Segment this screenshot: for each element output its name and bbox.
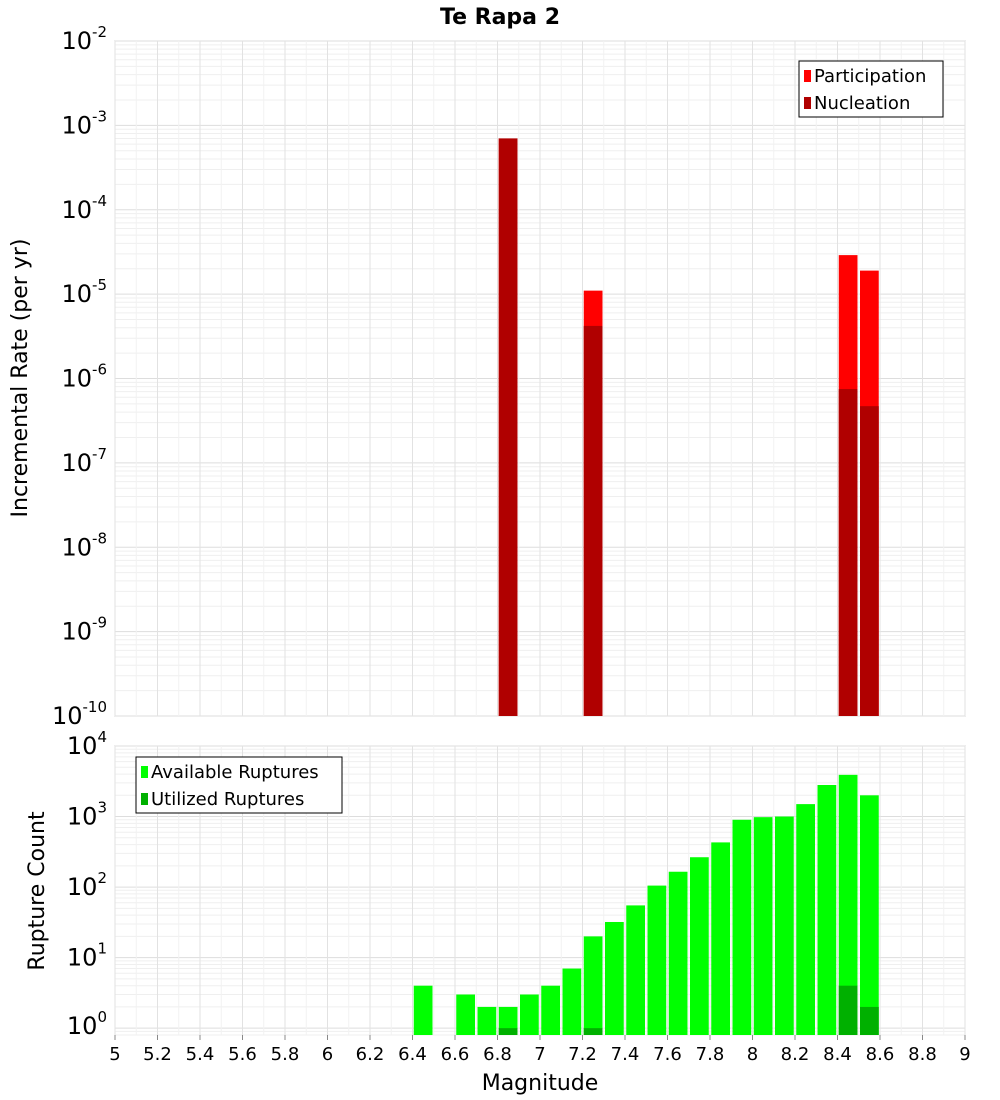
bottom-y-axis-label: Rupture Count: [25, 811, 50, 971]
x-tick-label: 5: [109, 1044, 120, 1065]
top-bars: [498, 138, 879, 717]
y-tick-label: 10-4: [61, 192, 107, 224]
x-tick-label: 8.2: [781, 1044, 810, 1065]
legend-swatch: [141, 766, 148, 778]
x-tick-label: 8: [747, 1044, 758, 1065]
bottom-y-ticks: 104 103 102 101 100: [67, 728, 107, 1040]
legend-box: [135, 756, 343, 814]
nucleation-bar: [498, 138, 518, 717]
chart-title: Te Rapa 2: [440, 5, 560, 30]
bottom-legend: Available Ruptures Utilized Ruptures: [135, 756, 343, 814]
top-legend: Participation Nucleation: [798, 60, 944, 118]
y-tick-label: 103: [67, 799, 107, 831]
x-tick-label: 7.6: [653, 1044, 682, 1065]
x-tick-label: 8.8: [908, 1044, 937, 1065]
x-tick-label: 6.2: [356, 1044, 385, 1065]
x-tick-label: 5.6: [228, 1044, 257, 1065]
utilized-ruptures-bar: [583, 1028, 603, 1035]
available-ruptures-bar: [732, 819, 752, 1035]
available-ruptures-bar: [690, 857, 709, 1035]
utilized-ruptures-bar: [860, 1006, 879, 1035]
bottom-x-ticks: 5 5.2 5.4 5.6 5.8 6 6.2 6.4 6.6 6.8 7 7.2 7.4 7.6 7.8 8…: [109, 1035, 971, 1065]
y-tick-label: 10-5: [61, 276, 107, 308]
y-tick-label: 10-6: [61, 361, 107, 393]
y-tick-label: 10-8: [61, 529, 107, 561]
x-tick-label: 7.4: [611, 1044, 640, 1065]
bottom-panel: 104 103 102 101 100 Rupture Count Available …: [25, 728, 971, 1096]
x-tick-label: 5.2: [143, 1044, 172, 1065]
legend-item: Nucleation: [814, 93, 910, 114]
legend-item: Utilized Ruptures: [151, 789, 304, 810]
available-ruptures-bar: [796, 804, 815, 1035]
available-ruptures-bar: [647, 885, 667, 1035]
legend-item: Available Ruptures: [151, 762, 319, 783]
y-tick-label: 101: [67, 940, 107, 972]
nucleation-bar: [838, 389, 858, 716]
top-y-axis-label: Incremental Rate (per yr): [8, 239, 33, 518]
x-tick-label: 7: [534, 1044, 545, 1065]
x-tick-label: 9: [959, 1044, 970, 1065]
legend-item: Participation: [814, 66, 926, 87]
x-tick-label: 7.2: [568, 1044, 597, 1065]
y-tick-label: 10-3: [61, 107, 107, 139]
available-ruptures-bar: [605, 921, 624, 1035]
x-tick-label: 6.8: [483, 1044, 512, 1065]
top-y-ticks: 10-2 10-3 10-4 10-5 10-6 10-7 10-8 10-9 10-10: [52, 23, 107, 730]
x-axis-label: Magnitude: [482, 1071, 599, 1096]
available-ruptures-bar: [668, 871, 688, 1035]
bottom-bars: [413, 774, 879, 1035]
x-tick-label: 7.8: [696, 1044, 725, 1065]
available-ruptures-bar: [838, 774, 858, 1035]
available-ruptures-bar: [817, 784, 837, 1035]
available-ruptures-bar: [498, 1006, 518, 1035]
available-ruptures-bar: [413, 985, 433, 1035]
available-ruptures-bar: [753, 817, 773, 1035]
available-ruptures-bar: [477, 1006, 497, 1035]
y-tick-label: 10-9: [61, 614, 107, 646]
y-tick-label: 102: [67, 869, 107, 901]
available-ruptures-bar: [626, 905, 645, 1035]
x-tick-label: 6: [322, 1044, 333, 1065]
x-tick-label: 8.6: [866, 1044, 895, 1065]
utilized-ruptures-bar: [838, 985, 858, 1035]
legend-box: [798, 60, 944, 118]
x-tick-label: 6.4: [398, 1044, 427, 1065]
legend-swatch: [141, 793, 148, 805]
available-ruptures-bar: [583, 936, 603, 1035]
nucleation-bar: [583, 325, 603, 716]
x-tick-label: 5.4: [186, 1044, 215, 1065]
available-ruptures-bar: [562, 968, 582, 1035]
x-tick-label: 5.8: [271, 1044, 300, 1065]
y-tick-label: 10-10: [52, 698, 107, 730]
available-ruptures-bar: [541, 985, 560, 1035]
y-tick-label: 10-2: [61, 23, 107, 55]
y-tick-label: 100: [67, 1008, 107, 1040]
available-ruptures-bar: [860, 795, 879, 1035]
nucleation-bar: [860, 406, 879, 716]
x-tick-label: 6.6: [441, 1044, 470, 1065]
utilized-ruptures-bar: [498, 1028, 518, 1035]
top-grid: [114, 40, 966, 717]
available-ruptures-bar: [775, 816, 794, 1035]
legend-swatch: [804, 97, 811, 109]
y-tick-label: 10-7: [61, 445, 107, 477]
available-ruptures-bar: [520, 994, 539, 1035]
available-ruptures-bar: [711, 842, 730, 1035]
x-tick-label: 8.4: [823, 1044, 852, 1065]
y-tick-label: 104: [67, 728, 107, 760]
top-panel: 10-2 10-3 10-4 10-5 10-6 10-7 10-8 10-9 10-10 In…: [8, 23, 966, 730]
available-ruptures-bar: [456, 994, 475, 1035]
legend-swatch: [804, 70, 811, 82]
